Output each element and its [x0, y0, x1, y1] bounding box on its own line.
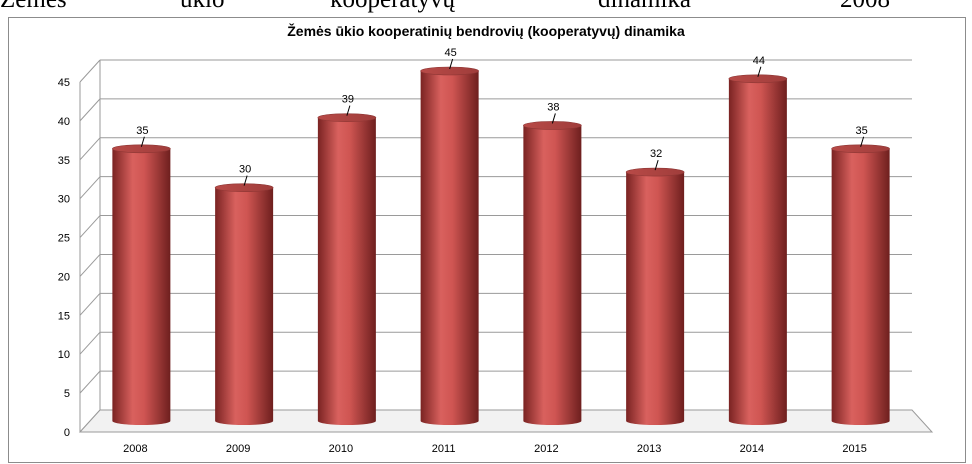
data-label: 44 — [753, 55, 765, 67]
bar — [728, 78, 787, 426]
bar-top — [420, 66, 479, 76]
data-label-leader — [551, 113, 556, 124]
data-label: 45 — [445, 47, 457, 59]
data-label: 32 — [650, 148, 662, 160]
y-tick-label: 30 — [58, 194, 70, 206]
data-label: 35 — [856, 125, 868, 137]
data-label-leader — [449, 58, 454, 70]
bar — [523, 125, 582, 425]
x-tick-label: 2014 — [740, 443, 764, 455]
y-tick-label: 10 — [58, 349, 70, 361]
bar-top — [831, 144, 890, 154]
y-tick-label: 5 — [64, 388, 70, 400]
data-label-leader — [243, 175, 248, 186]
bar — [831, 148, 890, 425]
bar — [112, 148, 171, 425]
x-axis: 2008 2009 2010 2011 2012 2013 2014 2015 — [123, 443, 867, 455]
y-tick-label: 20 — [58, 271, 70, 283]
doc-word-2: ūkio — [180, 0, 224, 14]
data-label: 39 — [342, 94, 354, 106]
bar-top — [317, 113, 377, 122]
data-label-leader — [654, 159, 659, 171]
doc-word-5: 2008 — [840, 0, 890, 14]
bar-top — [728, 74, 788, 84]
y-tick-label: 0 — [64, 427, 70, 439]
bar — [317, 117, 376, 426]
x-tick-label: 2011 — [432, 443, 456, 455]
bar-top — [112, 144, 171, 154]
floor-plane — [78, 409, 934, 433]
chart-floor — [78, 409, 934, 433]
doc-word-4: dinamika — [598, 0, 691, 14]
bar-top — [523, 121, 582, 130]
x-tick-label: 2008 — [123, 443, 147, 455]
data-label-leader — [346, 105, 351, 116]
x-tick-label: 2010 — [329, 443, 353, 455]
y-axis: 0 5 10 15 20 25 30 35 40 45 — [58, 77, 70, 439]
gridline-depth — [79, 98, 101, 122]
bar — [215, 187, 274, 425]
gridline-depth — [79, 292, 101, 316]
gridline-depth — [79, 176, 101, 200]
bar — [626, 172, 685, 425]
gridline-depth — [79, 59, 101, 83]
y-tick-label: 15 — [58, 310, 70, 322]
gridlines — [79, 59, 912, 433]
y-tick-label: 25 — [58, 233, 70, 245]
x-tick-label: 2013 — [637, 443, 661, 455]
doc-word-3: kooperatyvų — [330, 0, 455, 14]
bar-top — [214, 183, 274, 192]
gridline-depth — [79, 215, 101, 238]
data-label-leader — [860, 136, 865, 147]
y-tick-label: 35 — [58, 155, 70, 167]
data-label-leader — [140, 136, 145, 147]
document-text-line: Žemės ūkio kooperatyvų dinamika 2008 — [0, 0, 972, 16]
bar — [420, 71, 479, 425]
x-tick-label: 2009 — [226, 443, 250, 455]
y-tick-label: 40 — [58, 116, 70, 128]
data-label-leader — [757, 66, 762, 77]
gridline-depth — [79, 331, 101, 355]
bars: 35 30 39 45 38 32 44 35 — [112, 47, 890, 426]
data-label: 30 — [239, 164, 251, 176]
x-tick-label: 2015 — [842, 443, 866, 455]
gridline-depth — [79, 370, 101, 394]
x-tick-label: 2012 — [534, 443, 558, 455]
chart-title: Žemės ūkio kooperatinių bendrovių (koope… — [287, 22, 685, 39]
data-label: 38 — [547, 101, 559, 113]
bar-top — [625, 167, 685, 177]
data-label: 35 — [136, 125, 148, 137]
doc-word-1: Žemės — [0, 0, 67, 14]
gridline-depth — [79, 137, 101, 161]
gridline-depth — [79, 254, 101, 277]
y-tick-label: 45 — [58, 77, 70, 89]
